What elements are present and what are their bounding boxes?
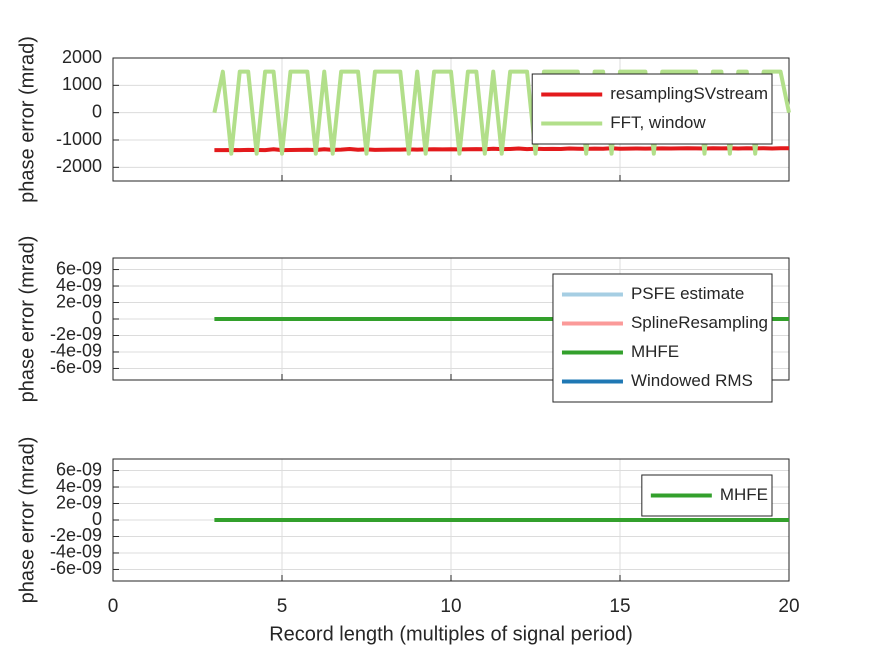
legend-label: SplineResampling [631, 313, 768, 332]
x-tick-label: 15 [609, 596, 630, 617]
legend: MHFE [641, 474, 773, 517]
y-tick-label: 0 [92, 101, 102, 121]
x-tick-label: 20 [778, 596, 799, 617]
y-axis-label: phase error (mrad) [16, 36, 38, 203]
legend-label: resamplingSVstream [610, 84, 768, 103]
subplot: -2000 -1000 0 1000 2000 phase error (mrad) res… [16, 36, 791, 203]
y-tick-label: -2000 [56, 156, 102, 176]
x-tick-label: 10 [440, 596, 461, 617]
y-tick-label: 0 [92, 509, 102, 529]
y-tick-label: -4e-09 [50, 542, 102, 562]
y-tick-label: -2e-09 [50, 324, 102, 344]
y-tick-label: 4e-09 [56, 275, 102, 295]
subplot: 0 5 10 15 20-6e-09-4e-09-2e-0902e-094e-096e-… [16, 437, 799, 646]
y-tick-label: 1000 [62, 74, 102, 94]
y-tick-label: 2e-09 [56, 492, 102, 512]
axes-box [112, 57, 790, 182]
y-axis-label: phase error (mrad) [16, 236, 38, 403]
y-axis-label: phase error (mrad) [16, 437, 38, 604]
legend-label: PSFE estimate [631, 284, 744, 303]
legend-label: MHFE [720, 485, 768, 504]
y-tick-label: 4e-09 [56, 476, 102, 496]
legend: resamplingSVstream FFT, window [531, 73, 773, 145]
legend-label: Windowed RMS [631, 371, 753, 390]
y-tick-label: -6e-09 [50, 558, 102, 578]
legend-label: MHFE [631, 342, 679, 361]
y-tick-label: 2000 [62, 47, 102, 67]
x-tick-label: 5 [277, 596, 288, 617]
y-tick-label: 6e-09 [56, 258, 102, 278]
y-tick-label: -2e-09 [50, 525, 102, 545]
series-line [212, 69, 791, 156]
y-tick-label: -6e-09 [50, 357, 102, 377]
y-tick-label: -4e-09 [50, 341, 102, 361]
legend-label: FFT, window [610, 113, 706, 132]
y-tick-label: -1000 [56, 129, 102, 149]
x-tick-label: 0 [108, 596, 119, 617]
x-axis-label: Record length (multiples of signal perio… [269, 623, 633, 645]
legend-box [531, 73, 773, 145]
legend: PSFE estimate SplineResampling MHFE Windowe… [552, 273, 773, 403]
y-tick-label: 0 [92, 308, 102, 328]
y-tick-label: 6e-09 [56, 459, 102, 479]
y-tick-label: 2e-09 [56, 291, 102, 311]
